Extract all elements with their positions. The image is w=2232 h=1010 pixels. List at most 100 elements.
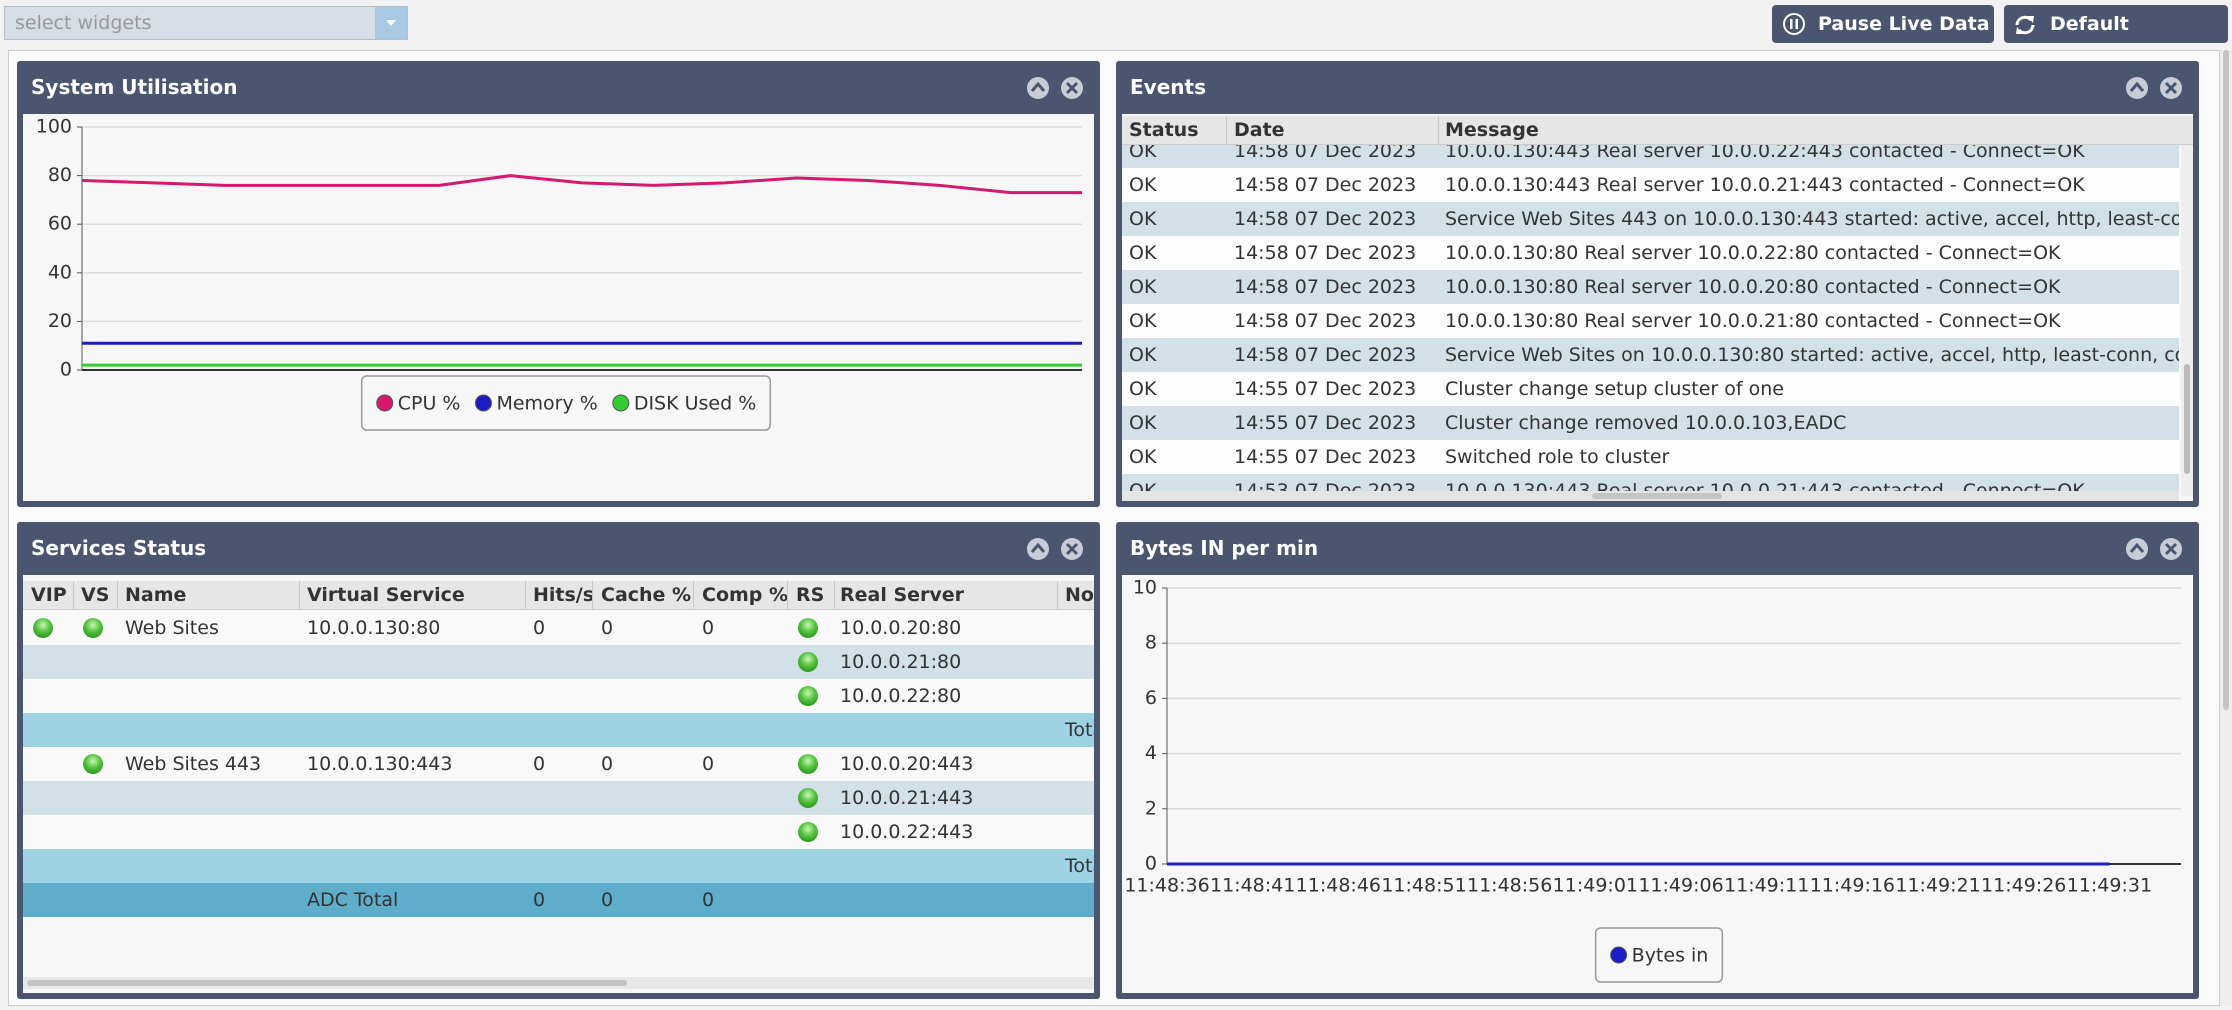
collapse-button[interactable] xyxy=(1027,77,1049,99)
y-tick-label: 40 xyxy=(48,261,72,283)
status-indicator xyxy=(798,822,818,842)
widget-title: Services Status xyxy=(17,522,1100,575)
column-header: Message xyxy=(1445,116,1539,144)
service-cell: 0 xyxy=(533,747,545,781)
service-cell: 10.0.0.21:443 xyxy=(840,781,973,815)
event-cell: Service Web Sites on 10.0.0.130:80 start… xyxy=(1445,338,2179,372)
default-dashboard-button[interactable]: Default Dashboard xyxy=(2004,5,2228,43)
status-indicator xyxy=(798,686,818,706)
event-cell: OK xyxy=(1129,236,1156,270)
service-row: 10.0.0.21:80 xyxy=(23,645,1094,679)
x-tick-label: 11:48:46 xyxy=(1296,875,1381,897)
legend: Bytes in xyxy=(1596,928,1723,982)
event-cell: 14:58 07 Dec 2023 xyxy=(1234,304,1416,338)
y-tick-label: 100 xyxy=(36,116,72,138)
column-header: VS xyxy=(81,581,109,609)
legend-label: Bytes in xyxy=(1632,945,1709,967)
legend-label: Memory % xyxy=(496,393,597,415)
series-line xyxy=(82,176,1082,193)
x-tick-label: 11:48:41 xyxy=(1210,875,1295,897)
x-tick-label: 11:49:21 xyxy=(1895,875,1980,897)
refresh-icon xyxy=(2012,12,2038,38)
status-indicator xyxy=(798,754,818,774)
event-cell: 10.0.0.130:80 Real server 10.0.0.20:80 c… xyxy=(1445,270,2061,304)
event-cell: Switched role to cluster xyxy=(1445,440,1669,474)
service-cell: 0 xyxy=(702,883,714,917)
widget-controls xyxy=(2125,75,2191,101)
arrow-icon xyxy=(375,7,407,39)
event-row: OK14:58 07 Dec 2023Service Web Sites 443… xyxy=(1122,202,2179,236)
x-tick-label: 11:48:56 xyxy=(1467,875,1552,897)
table-header: VIPVSNameVirtual ServiceHits/sCache %Com… xyxy=(23,581,1094,610)
horizontal-scrollbar-thumb xyxy=(1592,493,1722,499)
collapse-button[interactable] xyxy=(1027,538,1049,560)
collapse-button[interactable] xyxy=(2126,77,2148,99)
event-row: OK 14:55 07 Dec 2023 Cluster change remove… xyxy=(1122,406,2179,440)
event-cell: 10.0.0.130:443 Real server 10.0.0.22:443… xyxy=(1445,144,2085,168)
close-button[interactable] xyxy=(2160,77,2182,99)
y-tick-label: 20 xyxy=(48,310,72,332)
widget-controls xyxy=(2125,536,2191,562)
status-indicator xyxy=(83,618,103,638)
event-cell: Cluster change removed 10.0.0.103,EADC xyxy=(1445,406,1846,440)
service-cell: 10.0.0.20:443 xyxy=(840,747,973,781)
service-row: Web Sites 44310.0.0.130:44300010.0.0.20:… xyxy=(23,747,1094,781)
event-cell: 14:58 07 Dec 2023 xyxy=(1234,202,1416,236)
service-cell: 10.0.0.21:80 xyxy=(840,645,961,679)
status-indicator xyxy=(83,754,103,774)
services-status-widget: Services Status VIPVSNameVirtual Service… xyxy=(17,522,1100,999)
event-cell: OK xyxy=(1129,372,1156,406)
system-utilisation-widget: System Utilisation 020406080100CPU %Memo… xyxy=(17,61,1100,507)
event-cell: OK xyxy=(1129,338,1156,372)
widget-select[interactable]: select widgets xyxy=(4,6,408,40)
event-cell: 14:58 07 Dec 2023 xyxy=(1234,236,1416,270)
legend-swatch xyxy=(613,395,629,411)
close-button[interactable] xyxy=(2160,538,2182,560)
x-tick-label: 11:49:26 xyxy=(1981,875,2066,897)
event-row: OK14:58 07 Dec 202310.0.0.130:443 Real s… xyxy=(1122,168,2179,202)
event-cell: 14:55 07 Dec 2023 xyxy=(1234,406,1416,440)
status-indicator xyxy=(798,652,818,672)
status-indicator xyxy=(798,788,818,808)
y-tick-label: 10 xyxy=(1133,577,1157,599)
widget-title: System Utilisation xyxy=(17,61,1100,114)
y-tick-label: 6 xyxy=(1145,687,1157,709)
service-cell: 0 xyxy=(601,747,613,781)
service-row: Total xyxy=(23,713,1094,747)
service-cell: Total xyxy=(1065,713,1094,747)
service-cell: 10.0.0.130:80 xyxy=(307,611,440,645)
vertical-scrollbar-thumb xyxy=(2184,364,2190,474)
event-row: OK14:55 07 Dec 2023Cluster change setup … xyxy=(1122,372,2179,406)
event-cell: OK xyxy=(1129,144,1156,168)
status-indicator xyxy=(798,618,818,638)
close-button[interactable] xyxy=(1061,77,1083,99)
x-tick-label: 11:49:01 xyxy=(1553,875,1638,897)
legend-label: CPU % xyxy=(398,393,461,415)
service-cell: 0 xyxy=(533,883,545,917)
service-row: Total xyxy=(23,849,1094,883)
column-header: Status xyxy=(1129,116,1199,144)
event-cell: 10.0.0.130:80 Real server 10.0.0.21:80 c… xyxy=(1445,304,2061,338)
event-row: OK14:55 07 Dec 2023Switched role to clus… xyxy=(1122,440,2179,474)
column-header: Notes xyxy=(1065,581,1094,609)
service-cell: 10.0.0.130:443 xyxy=(307,747,452,781)
service-row: 10.0.0.22:80 xyxy=(23,679,1094,713)
service-cell: 0 xyxy=(601,611,613,645)
page-scrollbar[interactable] xyxy=(2220,50,2232,1006)
event-cell: 14:55 07 Dec 2023 xyxy=(1234,440,1416,474)
events-widget: Events OK 14:58 07 Dec 2023 10.0.0.130:443… xyxy=(1116,61,2199,507)
event-cell: 10.0.0.130:443 Real server 10.0.0.21:443… xyxy=(1445,168,2085,202)
event-row: OK14:58 07 Dec 202310.0.0.130:443 Real s… xyxy=(1122,144,2179,168)
event-cell: OK xyxy=(1129,406,1156,440)
service-cell: Total xyxy=(1065,849,1094,883)
close-button[interactable] xyxy=(1061,538,1083,560)
column-separator xyxy=(693,581,694,609)
x-tick-label: 11:49:11 xyxy=(1724,875,1809,897)
pause-button[interactable]: Pause Live Data xyxy=(1772,5,1994,43)
widget-title: Events xyxy=(1116,61,2199,114)
events-table: OK 14:58 07 Dec 2023 10.0.0.130:443 Real s… xyxy=(1122,114,2193,501)
select-arrow[interactable] xyxy=(375,7,407,39)
collapse-button[interactable] xyxy=(2126,538,2148,560)
y-tick-label: 2 xyxy=(1145,797,1157,819)
